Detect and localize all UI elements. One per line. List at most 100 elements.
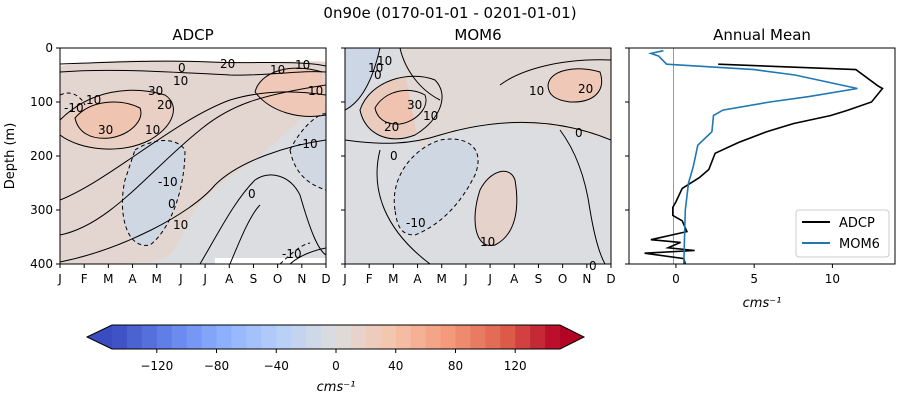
colorbar-swatch bbox=[201, 325, 218, 349]
colorbar-swatch bbox=[336, 325, 352, 349]
colorbar-swatch bbox=[500, 325, 516, 349]
colorbar-swatch bbox=[350, 325, 367, 349]
colorbar-swatch bbox=[455, 325, 471, 349]
contour-label: 20 bbox=[384, 120, 399, 134]
y-tick-label: 100 bbox=[30, 95, 53, 109]
mom6-contour-field bbox=[345, 48, 611, 264]
x-tick-label: D bbox=[606, 272, 615, 286]
x-tick-label: M bbox=[388, 272, 398, 286]
contour-label: 10 bbox=[423, 109, 438, 123]
colorbar-swatch bbox=[126, 325, 143, 349]
contour-label: 0 bbox=[248, 187, 256, 201]
adcp-contour-field bbox=[60, 48, 326, 264]
colorbar-tick-label: 120 bbox=[504, 359, 527, 373]
colorbar-outline bbox=[85, 324, 586, 350]
colorbar-swatch bbox=[186, 325, 203, 349]
colorbar-tick-label: 40 bbox=[388, 359, 403, 373]
contour-label: -10 bbox=[64, 101, 84, 115]
colorbar-tick-label: 80 bbox=[448, 359, 463, 373]
contour-label: 10 bbox=[480, 235, 495, 249]
x-tick-label: A bbox=[510, 272, 519, 286]
contour-label: -10 bbox=[158, 175, 178, 189]
x-tick-label: 5 bbox=[750, 272, 758, 286]
contour-label: 10 bbox=[173, 74, 188, 88]
contour-label: 10 bbox=[295, 58, 310, 72]
x-tick-label: J bbox=[178, 272, 183, 286]
colorbar-swatch bbox=[306, 325, 322, 349]
panel-adcp: ADCP bbox=[3, 26, 331, 286]
adcp-y-ticks: 0 100 200 300 400 bbox=[30, 41, 60, 271]
colorbar-extend-max bbox=[560, 325, 584, 349]
colorbar-swatch bbox=[530, 325, 546, 349]
y-tick-label: 200 bbox=[30, 149, 53, 163]
contour-label: 20 bbox=[220, 57, 235, 71]
colorbar-swatch bbox=[112, 325, 128, 349]
contour-label: 30 bbox=[407, 98, 422, 112]
colorbar-tick-label: 0 bbox=[332, 359, 340, 373]
x-tick-label: F bbox=[81, 272, 88, 286]
contour-label: 20 bbox=[157, 98, 172, 112]
colorbar-tick-label: −80 bbox=[204, 359, 229, 373]
x-tick-label: N bbox=[582, 272, 591, 286]
colorbar-swatch bbox=[365, 325, 382, 349]
x-tick-label: F bbox=[366, 272, 373, 286]
colorbar-swatch bbox=[216, 325, 232, 349]
mom6-y-ticks bbox=[341, 47, 345, 265]
contour-label: 10 bbox=[529, 84, 544, 98]
colorbar-swatch bbox=[156, 325, 173, 349]
panel-mom6: MOM6 10 0 10 bbox=[341, 26, 616, 286]
colorbar-swatch bbox=[410, 325, 427, 349]
contour-label: 0 bbox=[575, 126, 583, 140]
x-tick-label: J bbox=[342, 272, 347, 286]
contour-label: 30 bbox=[98, 123, 113, 137]
x-tick-label: O bbox=[558, 272, 567, 286]
colorbar-swatches bbox=[87, 325, 584, 349]
legend: ADCP MOM6 bbox=[795, 209, 890, 258]
series-line-adcp bbox=[644, 63, 884, 264]
colorbar-swatch bbox=[276, 325, 292, 349]
contour-label: -10 bbox=[406, 216, 426, 230]
y-tick-label: 400 bbox=[30, 257, 53, 271]
adcp-contour-labels: 10 0 20 10 10 10 10 30 20 30 -10 10 -10 … bbox=[64, 57, 323, 261]
colorbar-swatch bbox=[291, 325, 307, 349]
contour-label: 10 bbox=[270, 63, 285, 77]
x-tick-label: A bbox=[413, 272, 422, 286]
x-tick-label: 0 bbox=[672, 272, 680, 286]
colorbar-swatch bbox=[515, 325, 531, 349]
x-tick-label: 10 bbox=[825, 272, 840, 286]
contour-label: -10 bbox=[282, 247, 302, 261]
contour-label: 0 bbox=[390, 149, 398, 163]
colorbar-swatch bbox=[141, 325, 158, 349]
contour-label: 10 bbox=[86, 93, 101, 107]
contour-label: 10 bbox=[173, 218, 188, 232]
x-tick-label: A bbox=[128, 272, 137, 286]
x-tick-label: J bbox=[57, 272, 62, 286]
colorbar-swatch bbox=[395, 325, 412, 349]
x-tick-label: O bbox=[273, 272, 282, 286]
legend-label-mom6: MOM6 bbox=[839, 237, 880, 252]
contour-label: 10 bbox=[368, 61, 383, 75]
x-tick-label: D bbox=[321, 272, 330, 286]
x-tick-label: N bbox=[297, 272, 306, 286]
contour-label: 0 bbox=[178, 61, 186, 75]
annual-mean-y-ticks bbox=[625, 47, 629, 265]
mom6-contour-labels: 10 0 10 30 20 10 10 20 0 0 -10 10 0 bbox=[368, 54, 597, 273]
colorbar-tick-label: −120 bbox=[140, 359, 173, 373]
panel-title-annual-mean: Annual Mean bbox=[713, 26, 811, 44]
colorbar-swatch bbox=[440, 325, 456, 349]
contour-label: 20 bbox=[578, 82, 593, 96]
x-tick-label: S bbox=[535, 272, 543, 286]
colorbar-extend-min bbox=[87, 325, 112, 349]
panel-annual-mean: Annual Mean 0 5 10 cms⁻¹ ADCP MOM6 bbox=[625, 26, 896, 311]
x-tick-label: M bbox=[152, 272, 162, 286]
y-tick-label: 300 bbox=[30, 203, 53, 217]
colorbar-swatch bbox=[321, 325, 337, 349]
colorbar-swatch bbox=[246, 325, 262, 349]
y-tick-label: 0 bbox=[45, 41, 53, 55]
colorbar-ticks: −120 −80 −40 0 40 80 120 bbox=[140, 349, 527, 373]
x-tick-label: M bbox=[103, 272, 113, 286]
colorbar: −120 −80 −40 0 40 80 120 cms⁻¹ bbox=[85, 324, 586, 395]
